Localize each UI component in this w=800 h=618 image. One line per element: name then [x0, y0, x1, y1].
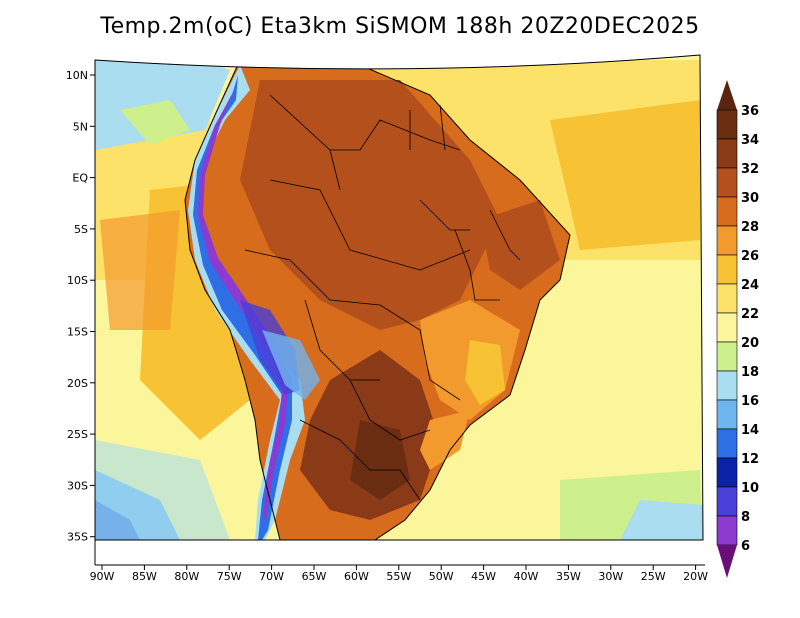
latitude-label: 25S — [67, 428, 88, 441]
colorbar-label: 8 — [741, 510, 750, 525]
longitude-label: 55W — [386, 570, 411, 583]
colorbar-label: 18 — [741, 365, 759, 380]
colorbar-label: 34 — [741, 133, 759, 148]
colorbar-label: 30 — [741, 191, 759, 206]
colorbar-segment — [716, 254, 738, 285]
northeast-hot-region — [480, 200, 560, 290]
coastline — [184, 59, 571, 540]
longitude-label: 90W — [90, 570, 115, 583]
colorbar-segment — [716, 109, 738, 140]
colorbar-segment — [716, 428, 738, 459]
colorbar-segment — [716, 486, 738, 517]
pacific-mild-pocket — [120, 100, 190, 145]
longitude-label: 30W — [598, 570, 623, 583]
latitude-label: 10S — [67, 274, 88, 287]
andes-cool-band — [188, 65, 305, 540]
longitude-label: 50W — [429, 570, 454, 583]
colorbar-segment — [716, 138, 738, 169]
amazon-hot-region — [240, 80, 500, 330]
pacific-warm-core — [100, 210, 180, 330]
colorbar-label: 36 — [741, 104, 759, 119]
longitude-label: 60W — [344, 570, 369, 583]
colorbar-label: 6 — [741, 539, 750, 554]
latitude-label: 5S — [74, 223, 88, 236]
altiplano-cool — [262, 330, 320, 400]
colorbar-segment — [716, 341, 738, 372]
colorbar-label: 10 — [741, 481, 759, 496]
latitude-ticks: 10N 5N EQ 5S 10S 15S 20S 25S 30S 35S — [66, 69, 95, 544]
longitude-label: 85W — [132, 570, 157, 583]
longitude-label: 80W — [174, 570, 199, 583]
colorbar-label: 12 — [741, 452, 759, 467]
longitude-ticks: 90W 85W 80W 75W 70W 65W 60W 55W 50W 45W 40W 35W 30W 2… — [90, 565, 708, 583]
colorbar-segment — [716, 283, 738, 314]
colorbar-segment — [716, 370, 738, 401]
colorbar: 36 34 32 30 28 26 24 22 20 18 16 14 12 10 8 6 — [716, 80, 759, 578]
colorbar-segment — [716, 167, 738, 198]
longitude-label: 20W — [683, 570, 708, 583]
south-atlantic-cool — [620, 500, 703, 540]
latitude-label: EQ — [72, 172, 88, 185]
longitude-label: 70W — [259, 570, 284, 583]
colorbar-label: 32 — [741, 162, 759, 177]
colorbar-label: 22 — [741, 307, 759, 322]
colorbar-label: 24 — [741, 278, 759, 293]
colorbar-label: 20 — [741, 336, 759, 351]
longitude-label: 65W — [302, 570, 327, 583]
longitude-label: 40W — [514, 570, 539, 583]
colorbar-segments — [716, 109, 738, 546]
longitude-label: 25W — [641, 570, 666, 583]
longitude-label: 35W — [556, 570, 581, 583]
colorbar-label: 28 — [741, 220, 759, 235]
colorbar-segment — [716, 225, 738, 256]
equatorial-atlantic-warm — [550, 100, 700, 250]
colorbar-segment — [716, 196, 738, 227]
colorbar-segment — [716, 312, 738, 343]
latitude-label: 35S — [67, 531, 88, 544]
highlands-mild — [465, 340, 505, 405]
colorbar-bottom-arrow — [717, 545, 737, 578]
colorbar-segment — [716, 457, 738, 488]
colorbar-labels: 36 34 32 30 28 26 24 22 20 18 16 14 12 10 8 6 — [741, 104, 759, 554]
colorbar-segment — [716, 515, 738, 546]
map-domain — [95, 55, 703, 540]
southern-pacific-cool — [95, 440, 230, 540]
colorbar-top-arrow — [717, 80, 737, 110]
map-frame — [94, 54, 704, 541]
colorbar-segment — [716, 399, 738, 430]
colorbar-label: 26 — [741, 249, 759, 264]
latitude-label: 15S — [67, 326, 88, 339]
latitude-label: 10N — [66, 69, 88, 82]
latitude-label: 20S — [67, 377, 88, 390]
latitude-label: 5N — [73, 120, 88, 133]
longitude-label: 75W — [217, 570, 242, 583]
longitude-label: 45W — [471, 570, 496, 583]
latitude-label: 30S — [67, 479, 88, 492]
southern-hot-core — [350, 420, 410, 500]
southeast-warm — [420, 410, 470, 470]
colorbar-label: 14 — [741, 423, 759, 438]
country-borders — [244, 94, 521, 501]
chart-title: Temp.2m(oC) Eta3km SiSMOM 188h 20Z20DEC2… — [100, 14, 700, 39]
colorbar-label: 16 — [741, 394, 759, 409]
